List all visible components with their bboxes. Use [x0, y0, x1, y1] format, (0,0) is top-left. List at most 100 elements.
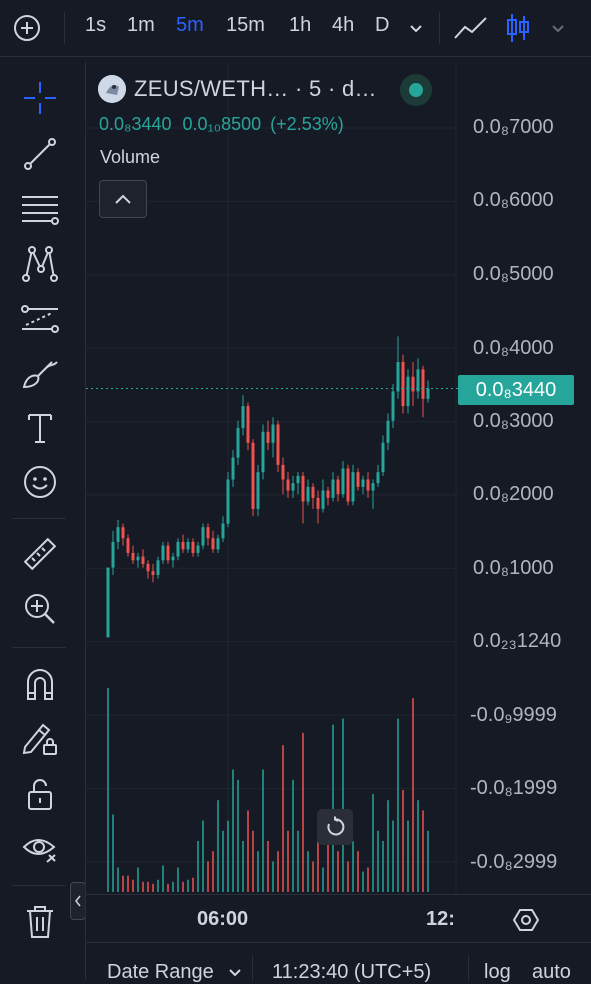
- volume-bar: [107, 688, 109, 892]
- chart-settings-icon[interactable]: [513, 907, 539, 933]
- candlestick-icon[interactable]: [506, 12, 530, 44]
- price-axis-label: -0.0₈2999: [470, 851, 558, 873]
- trendline-tool[interactable]: [18, 134, 62, 174]
- live-dot-icon: [409, 83, 423, 97]
- volume-bar: [282, 745, 284, 892]
- volume-bar: [202, 820, 204, 892]
- market-status-indicator: [400, 74, 432, 106]
- timeframe-1h[interactable]: 1h: [289, 14, 312, 36]
- candle-body: [261, 431, 265, 473]
- volume-bar: [112, 814, 114, 892]
- chart-type-dropdown-icon[interactable]: [550, 20, 566, 36]
- candle-body: [291, 483, 295, 491]
- candle-body: [366, 479, 370, 491]
- volume-bar: [312, 861, 314, 892]
- fib-tool[interactable]: [18, 189, 62, 229]
- zoom-in-icon: [22, 591, 58, 627]
- volume-bar: [297, 830, 299, 892]
- timeframe-d[interactable]: D: [375, 14, 390, 36]
- volume-bar: [192, 877, 194, 892]
- unlock-tool[interactable]: [18, 774, 62, 814]
- price-chart[interactable]: [86, 62, 458, 894]
- volume-bar: [307, 851, 309, 892]
- log-scale-toggle[interactable]: log: [484, 961, 511, 983]
- volume-bar: [157, 879, 159, 892]
- chevron-down-icon[interactable]: [228, 967, 242, 979]
- collapse-legend-button[interactable]: [99, 180, 147, 218]
- volume-indicator-label[interactable]: Volume: [100, 147, 161, 167]
- candle-body: [171, 556, 175, 561]
- volume-bar: [422, 810, 424, 892]
- volume-bar: [152, 883, 154, 892]
- auto-scale-toggle[interactable]: auto: [532, 961, 571, 983]
- volume-bar: [362, 871, 364, 892]
- volume-bar: [172, 881, 174, 892]
- candle-body: [346, 468, 350, 502]
- sidebar-toggle-button[interactable]: [70, 882, 86, 920]
- price-axis-label: 0.0₂₃1240: [473, 630, 562, 652]
- candle-body: [306, 486, 310, 502]
- magnet-icon: [23, 666, 57, 702]
- timeframe-4h[interactable]: 4h: [332, 14, 355, 36]
- reset-icon: [324, 816, 346, 838]
- volume-bar: [372, 794, 374, 892]
- chevron-left-icon: [74, 894, 82, 908]
- add-symbol-icon[interactable]: [13, 14, 41, 42]
- volume-bar: [407, 820, 409, 892]
- clock-timezone[interactable]: 11:23:40 (UTC+5): [272, 961, 432, 983]
- candle-body: [256, 472, 260, 509]
- bottom-divider: [252, 955, 253, 981]
- volume-bar: [167, 883, 169, 892]
- candle-body: [206, 527, 210, 539]
- drawing-toolbar: [0, 62, 80, 980]
- visibility-tool[interactable]: [18, 829, 62, 869]
- volume-bar: [242, 841, 244, 892]
- symbol-title[interactable]: ZEUS/WETH… · 5 · d…: [134, 76, 377, 101]
- volume-bar: [132, 879, 134, 892]
- legend-change-pct: (+2.53%): [270, 114, 344, 134]
- candle-body: [116, 527, 120, 542]
- price-axis-label: -0.0₉9999: [470, 704, 557, 726]
- volume-bar: [177, 867, 179, 892]
- volume-bar: [352, 841, 354, 892]
- volume-bar: [277, 851, 279, 892]
- candle-body: [376, 472, 380, 484]
- trash-icon: [25, 904, 55, 940]
- volume-bar: [337, 851, 339, 892]
- magnet-tool[interactable]: [18, 664, 62, 704]
- candle-body: [326, 490, 330, 498]
- chart-pane[interactable]: ZEUS/WETH… · 5 · d… 0.0₈3440 0.0₁₀8500 (…: [85, 62, 591, 983]
- price-axis-label: 0.0₈1000: [473, 557, 554, 579]
- volume-bar: [402, 790, 404, 892]
- emoji-icon: [22, 464, 58, 500]
- timeframe-1s[interactable]: 1s: [85, 14, 107, 36]
- timeframe-1m[interactable]: 1m: [127, 14, 155, 36]
- text-tool[interactable]: [18, 408, 62, 448]
- time-axis[interactable]: 06:00 12:: [86, 894, 591, 943]
- legend-last-price: 0.0₈3440: [99, 114, 172, 134]
- timeframe-5m[interactable]: 5m: [176, 14, 204, 36]
- reset-chart-button[interactable]: [317, 809, 353, 845]
- brush-tool[interactable]: [18, 354, 62, 394]
- candle-body: [301, 475, 305, 502]
- candle-body: [276, 424, 280, 465]
- volume-bar: [122, 875, 124, 892]
- projection-tool[interactable]: [18, 299, 62, 339]
- emoji-tool[interactable]: [18, 462, 62, 502]
- price-axis-label: 0.0₈5000: [473, 263, 554, 285]
- volume-bar: [252, 830, 254, 892]
- line-chart-icon[interactable]: [453, 14, 489, 42]
- timeframe-dropdown-icon[interactable]: [408, 20, 424, 36]
- remove-drawings-tool[interactable]: [18, 902, 62, 942]
- date-range-button[interactable]: Date Range: [107, 961, 214, 983]
- lock-drawings-tool[interactable]: [18, 718, 62, 758]
- ruler-tool[interactable]: [18, 534, 62, 574]
- timeframe-15m[interactable]: 15m: [226, 14, 265, 36]
- candle-body: [201, 527, 205, 546]
- zoom-in-tool[interactable]: [18, 589, 62, 629]
- toolbar-divider: [439, 12, 440, 44]
- volume-bar: [227, 820, 229, 892]
- crosshair-tool[interactable]: [18, 78, 62, 118]
- pattern-tool[interactable]: [18, 244, 62, 284]
- candle-body: [266, 431, 270, 443]
